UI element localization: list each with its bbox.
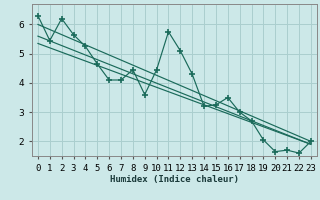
X-axis label: Humidex (Indice chaleur): Humidex (Indice chaleur) bbox=[110, 175, 239, 184]
